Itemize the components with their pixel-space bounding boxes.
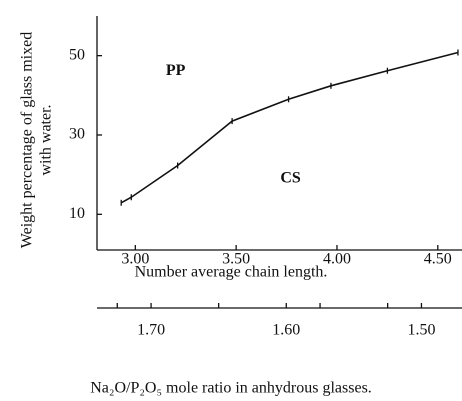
x-axis-title: Number average chain length.	[135, 264, 328, 281]
x-tick-label: 3.50	[222, 251, 250, 268]
x-tick-label: 3.00	[121, 251, 149, 268]
x-tick-label: 4.50	[424, 251, 452, 268]
region-label: PP	[166, 62, 186, 79]
region-label: CS	[280, 169, 301, 186]
x2-tick-label: 1.50	[407, 322, 435, 339]
y-axis-title: Weight percentage of glass mixed	[19, 32, 36, 248]
x2-tick-label: 1.70	[137, 322, 165, 339]
x2-axis-title: Na₂O/P₂O₅ mole ratio in anhydrous glasse…	[90, 380, 372, 397]
x-tick-label: 4.00	[323, 251, 351, 268]
y-tick-label: 10	[69, 205, 85, 222]
y-tick-label: 50	[69, 46, 85, 63]
y-axis-title: with water.	[38, 104, 55, 175]
y-tick-label: 30	[69, 126, 85, 143]
x2-tick-label: 1.60	[272, 322, 300, 339]
data-line	[120, 51, 459, 204]
